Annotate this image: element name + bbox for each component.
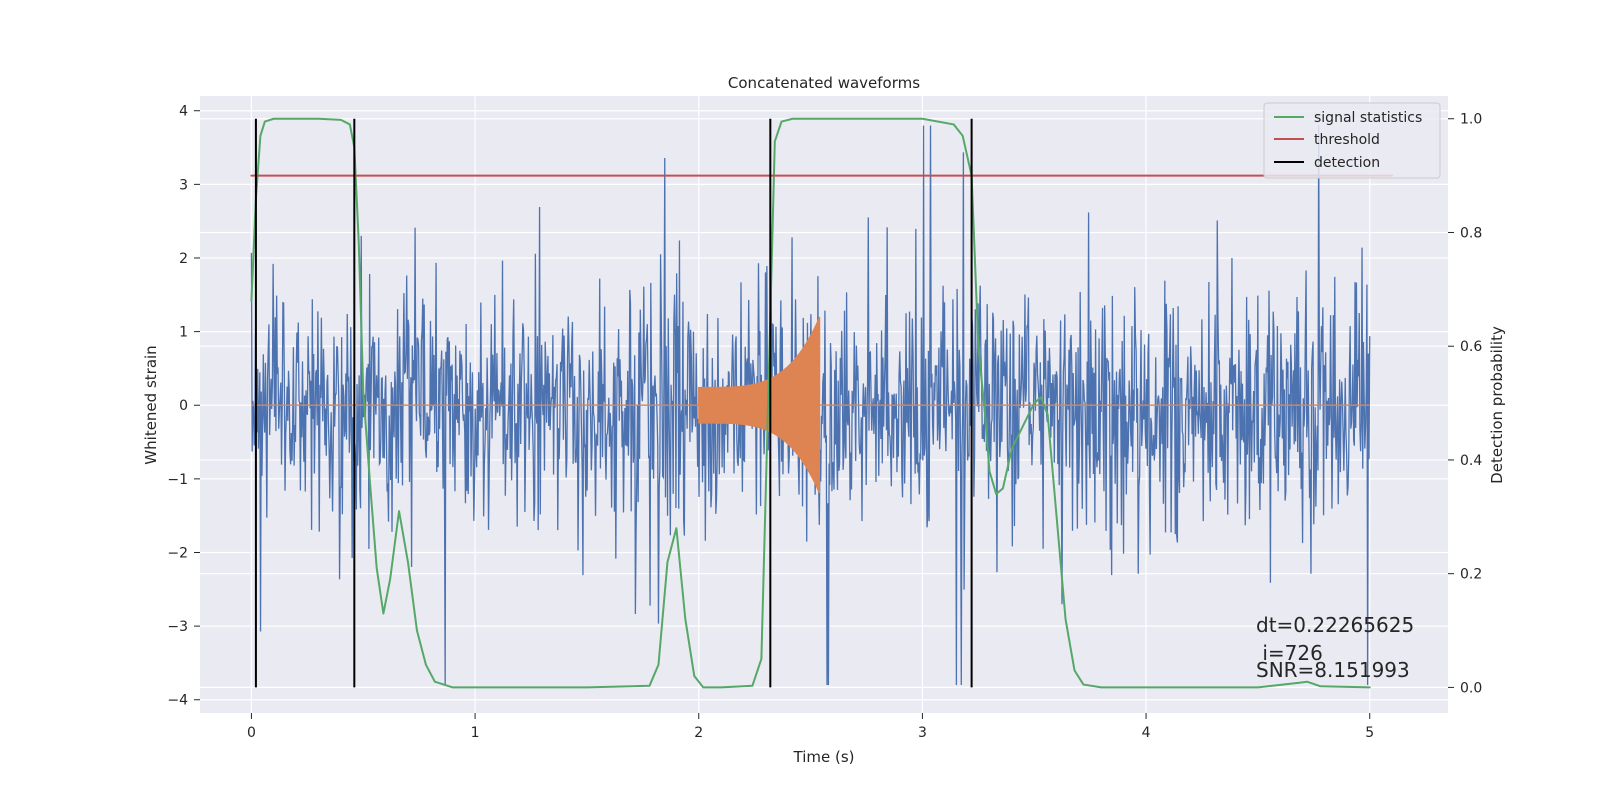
legend-label-detection: detection [1314, 155, 1380, 171]
y-right-tick-label: 0.4 [1460, 453, 1482, 469]
series-injected-chirp [251, 316, 1370, 494]
axes: 0 1 2 3 4 5 −4 −3 −2 −1 0 1 2 3 4 0.0 0.2 0.4 0.6 0.8 1.0 [167, 104, 1482, 741]
chart-title: Concatenated waveforms [728, 74, 920, 92]
y-axis-right-label: Detection probability [1488, 326, 1506, 484]
legend-label-signal-statistics: signal statistics [1314, 110, 1422, 126]
y-tick-label: −3 [167, 619, 188, 635]
legend-box [1263, 102, 1441, 179]
plot-series-group [250, 117, 1394, 689]
y-right-tick-label: 0.2 [1460, 567, 1482, 583]
legend: signal statistics threshold detection [1263, 102, 1441, 179]
x-tick-label: 0 [247, 725, 256, 741]
y-tick-label: 2 [179, 251, 188, 267]
legend-label-threshold: threshold [1314, 132, 1380, 148]
y-tick-label: −1 [167, 472, 188, 488]
annotation-i: i=726 [1256, 641, 1323, 665]
y-tick-label: 4 [179, 104, 188, 120]
x-tick-label: 3 [918, 725, 927, 741]
y-axis-label: Whitened strain [142, 345, 160, 464]
x-axis-label: Time (s) [793, 748, 855, 766]
y-tick-label: 3 [179, 177, 188, 193]
x-tick-label: 4 [1142, 725, 1151, 741]
y-tick-label: −2 [167, 545, 188, 561]
y-right-tick-label: 0.8 [1460, 225, 1482, 241]
x-tick-label: 5 [1365, 725, 1374, 741]
y-right-tick-label: 1.0 [1460, 112, 1482, 128]
y-tick-label: −4 [167, 693, 188, 709]
y-tick-label: 0 [179, 398, 188, 414]
annotation-block: dt=0.22265625 i=726 SNR=8.151993 [1256, 613, 1414, 682]
y-tick-label: 1 [179, 325, 188, 341]
annotation-dt: dt=0.22265625 [1256, 613, 1414, 637]
y-right-tick-label: 0.0 [1460, 680, 1482, 696]
annotation-snr: SNR=8.151993 [1256, 658, 1410, 682]
series-signal-statistics [250, 117, 1371, 689]
y-right-tick-label: 0.6 [1460, 339, 1482, 355]
x-tick-label: 1 [471, 725, 480, 741]
detection-lines [254, 118, 973, 688]
x-tick-label: 2 [694, 725, 703, 741]
